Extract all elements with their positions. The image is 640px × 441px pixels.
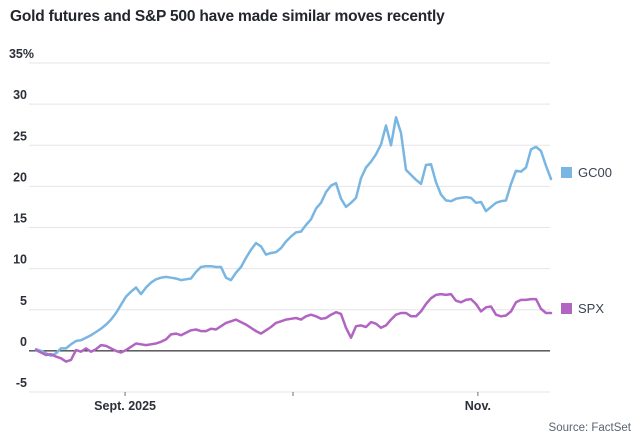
gc00-line	[34, 116, 553, 358]
legend-swatch-spx	[561, 303, 572, 314]
source-note: Source: FactSet	[548, 422, 631, 434]
y-axis-label: 30	[13, 88, 27, 102]
spx-line	[34, 292, 553, 363]
legend-item-spx: SPX	[561, 301, 604, 316]
y-axis-label: 5	[20, 294, 27, 308]
legend-label-gc00: GC00	[578, 165, 612, 180]
y-axis-label: 0	[20, 335, 27, 349]
legend-label-spx: SPX	[578, 301, 605, 316]
x-axis-label: Sept. 2025	[94, 399, 156, 413]
page-title: Gold futures and S&P 500 have made simil…	[10, 8, 445, 25]
y-axis-label: 15	[13, 212, 27, 226]
y-axis-label: 20	[13, 170, 27, 184]
y-axis-label: 25	[13, 129, 27, 143]
legend-item-gc00: GC00	[561, 165, 612, 180]
y-axis-label: 35%	[9, 47, 34, 61]
y-axis-label: 10	[13, 253, 27, 267]
y-axis-label: -5	[16, 376, 27, 390]
legend-swatch-gc00	[561, 167, 572, 178]
x-axis-label: Nov.	[465, 399, 491, 413]
